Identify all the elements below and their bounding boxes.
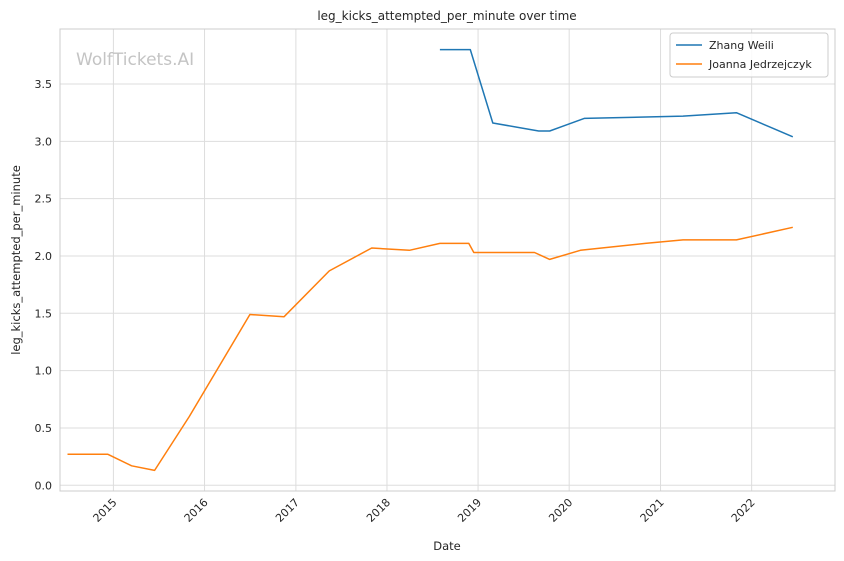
series-line-0	[439, 48, 794, 138]
y-tick-label: 3.0	[35, 135, 53, 148]
legend: Zhang Weili Joanna Jedrzejczyk	[669, 32, 829, 78]
legend-box	[669, 32, 829, 78]
y-tick-label: 0.0	[35, 479, 53, 492]
legend-label: Joanna Jedrzejczyk	[708, 58, 812, 71]
y-tick-label: 2.5	[35, 193, 53, 206]
y-tick-label: 1.0	[35, 365, 53, 378]
y-tick-label: 0.5	[35, 422, 53, 435]
x-axis-label: Date	[433, 539, 461, 553]
legend-label: Zhang Weili	[709, 39, 774, 52]
watermark: WolfTickets.AI	[76, 50, 194, 70]
series-layer	[67, 48, 794, 472]
y-axis-label: leg_kicks_attempted_per_minute	[9, 165, 23, 355]
y-tick-label: 3.5	[35, 78, 53, 91]
series-line-1	[67, 226, 793, 472]
y-tick-label: 1.5	[35, 307, 53, 320]
chart-title: leg_kicks_attempted_per_minute over time	[317, 9, 576, 23]
y-tick-labels: 0.0 0.5 1.0 1.5 2.0 2.5 3.0 3.5	[35, 78, 53, 492]
y-tick-label: 2.0	[35, 250, 53, 263]
plot-frame	[59, 28, 836, 492]
grid-lines	[60, 29, 835, 491]
